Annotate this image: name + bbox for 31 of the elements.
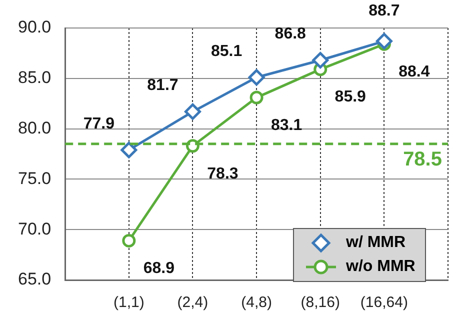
point — [122, 234, 136, 248]
y-tick-label: 85.0 — [18, 68, 52, 88]
x-tick-label: (4,8) — [241, 294, 272, 312]
x-tick-label: (16,64) — [360, 294, 408, 312]
y-tick-label: 80.0 — [18, 118, 52, 138]
point — [120, 142, 138, 158]
point — [184, 103, 201, 120]
data-label: 83.1 — [270, 116, 302, 134]
point — [312, 52, 329, 69]
data-label: 88.4 — [398, 64, 430, 81]
y-tick-label: 75.0 — [18, 168, 52, 188]
x-tick-label: (1,1) — [113, 294, 144, 312]
point — [250, 90, 264, 104]
data-label: 81.7 — [147, 77, 178, 94]
data-label: 85.1 — [210, 42, 242, 60]
x-tick-label: (2,4) — [177, 294, 208, 312]
legend-label: w/ MMR — [346, 234, 406, 252]
data-label: 77.9 — [83, 115, 115, 132]
legend-label: w/o MMR — [346, 258, 416, 276]
x-tick-label: (8,16) — [300, 294, 340, 312]
y-tick-label: 70.0 — [18, 219, 52, 238]
data-label: 78.3 — [207, 165, 238, 182]
y-tick-label: 90.0 — [18, 18, 52, 37]
data-label: 88.7 — [368, 2, 400, 20]
data-label: 86.8 — [274, 26, 306, 43]
y-tick-label: 65.0 — [18, 270, 52, 289]
point — [376, 32, 392, 50]
ref-line-label: 78.5 — [403, 148, 442, 170]
data-label: 68.9 — [143, 260, 175, 278]
point — [248, 69, 265, 86]
data-label: 85.9 — [334, 88, 366, 106]
